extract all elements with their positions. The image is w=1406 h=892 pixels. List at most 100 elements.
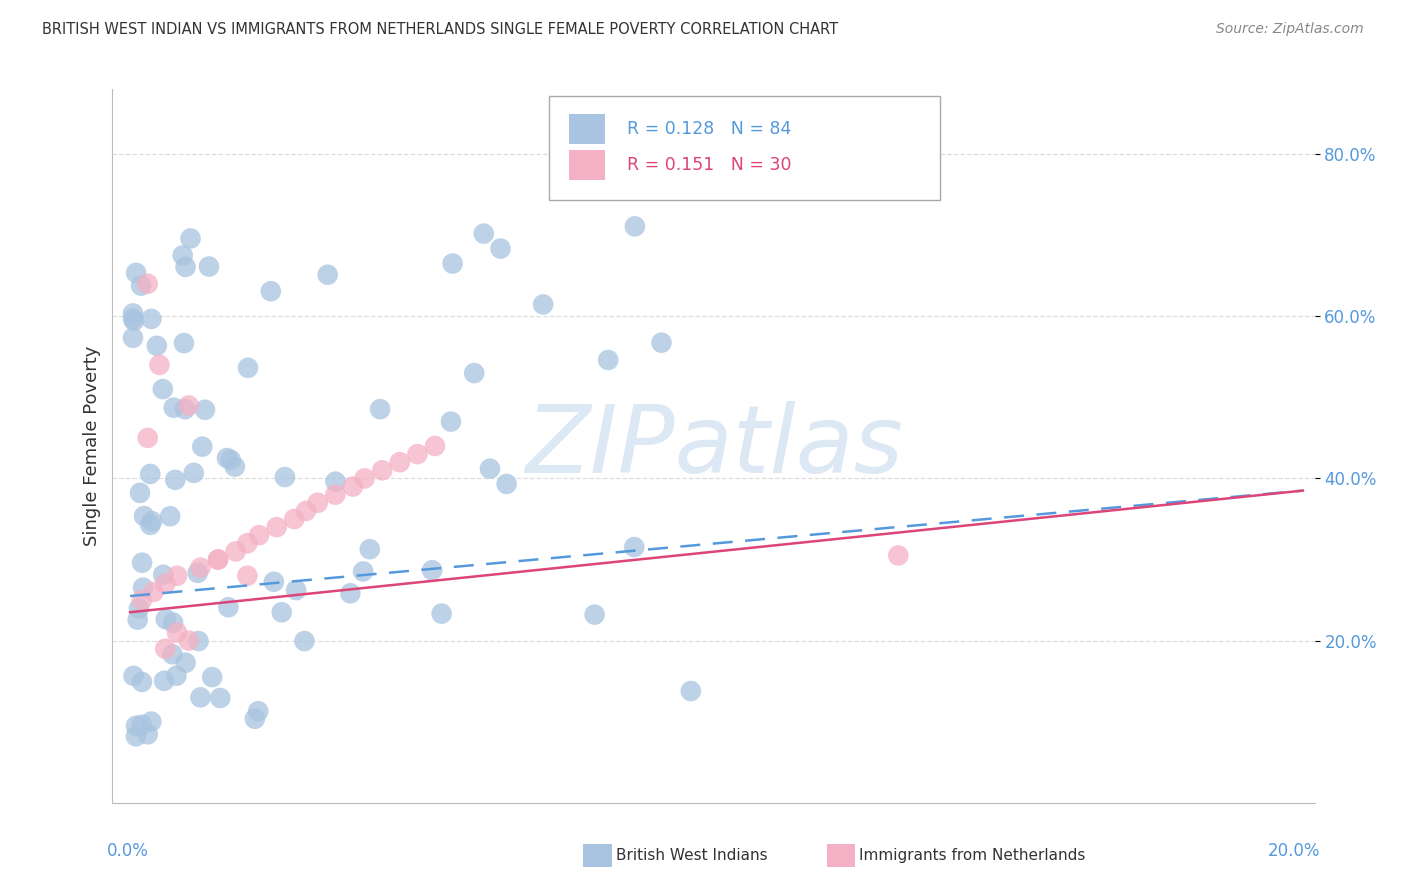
- Text: BRITISH WEST INDIAN VS IMMIGRANTS FROM NETHERLANDS SINGLE FEMALE POVERTY CORRELA: BRITISH WEST INDIAN VS IMMIGRANTS FROM N…: [42, 22, 838, 37]
- Point: [122, 306, 145, 320]
- Point: [339, 586, 361, 600]
- FancyBboxPatch shape: [569, 150, 606, 180]
- Point: [650, 335, 672, 350]
- Point: [174, 260, 197, 274]
- Point: [307, 496, 329, 510]
- Point: [583, 607, 606, 622]
- Point: [353, 471, 375, 485]
- Point: [263, 574, 285, 589]
- Point: [127, 613, 149, 627]
- Point: [679, 684, 702, 698]
- Point: [598, 353, 620, 368]
- Point: [148, 358, 170, 372]
- Point: [430, 607, 453, 621]
- Point: [260, 284, 283, 298]
- Point: [388, 455, 411, 469]
- Point: [194, 402, 217, 417]
- Point: [247, 528, 270, 542]
- Point: [217, 600, 239, 615]
- Point: [489, 242, 512, 256]
- Point: [295, 504, 318, 518]
- Text: Immigrants from Netherlands: Immigrants from Netherlands: [859, 848, 1085, 863]
- Point: [146, 339, 169, 353]
- Point: [152, 382, 174, 396]
- Text: R = 0.151   N = 30: R = 0.151 N = 30: [627, 156, 792, 174]
- Point: [131, 717, 153, 731]
- Text: ZIPatlas: ZIPatlas: [524, 401, 903, 491]
- Point: [478, 461, 501, 475]
- Point: [207, 552, 229, 566]
- Point: [165, 473, 187, 487]
- Point: [887, 549, 910, 563]
- Point: [129, 278, 152, 293]
- Point: [153, 673, 176, 688]
- Text: 0.0%: 0.0%: [107, 842, 149, 860]
- Point: [129, 486, 152, 500]
- Point: [420, 563, 443, 577]
- Point: [423, 439, 446, 453]
- Point: [368, 402, 391, 417]
- Point: [155, 641, 177, 656]
- Text: 20.0%: 20.0%: [1268, 842, 1320, 860]
- Point: [122, 311, 145, 326]
- Point: [283, 512, 305, 526]
- Point: [166, 669, 188, 683]
- Point: [162, 615, 184, 630]
- Point: [441, 256, 464, 270]
- Point: [131, 674, 153, 689]
- Point: [624, 219, 647, 234]
- Point: [285, 583, 308, 598]
- Point: [440, 415, 463, 429]
- Point: [142, 585, 165, 599]
- Point: [215, 450, 238, 465]
- Point: [623, 540, 645, 554]
- Text: Source: ZipAtlas.com: Source: ZipAtlas.com: [1216, 22, 1364, 37]
- Point: [125, 719, 148, 733]
- Point: [371, 463, 394, 477]
- Point: [316, 268, 339, 282]
- Point: [122, 331, 145, 345]
- Text: R = 0.128   N = 84: R = 0.128 N = 84: [627, 120, 792, 138]
- Point: [174, 402, 197, 417]
- Point: [236, 536, 259, 550]
- Point: [209, 690, 232, 705]
- Point: [155, 612, 177, 626]
- Point: [190, 690, 212, 705]
- Point: [139, 518, 162, 533]
- Point: [190, 560, 212, 574]
- Text: British West Indians: British West Indians: [616, 848, 768, 863]
- Point: [122, 669, 145, 683]
- Point: [136, 277, 159, 291]
- Point: [187, 634, 209, 648]
- Point: [359, 542, 381, 557]
- Point: [495, 477, 517, 491]
- Point: [177, 399, 200, 413]
- Point: [294, 634, 316, 648]
- Point: [173, 336, 195, 351]
- Point: [131, 593, 153, 607]
- Point: [463, 366, 485, 380]
- Point: [342, 479, 364, 493]
- Point: [325, 475, 347, 489]
- Point: [270, 605, 292, 619]
- Point: [177, 633, 200, 648]
- Point: [166, 568, 188, 582]
- Point: [131, 556, 153, 570]
- Point: [125, 266, 148, 280]
- Point: [243, 712, 266, 726]
- Point: [191, 440, 214, 454]
- Point: [274, 470, 297, 484]
- Point: [323, 488, 346, 502]
- Point: [352, 565, 374, 579]
- Point: [152, 567, 174, 582]
- Point: [207, 552, 229, 566]
- Point: [172, 248, 194, 262]
- Point: [247, 704, 270, 718]
- Point: [141, 311, 163, 326]
- Point: [141, 714, 163, 729]
- Point: [155, 577, 177, 591]
- Point: [201, 670, 224, 684]
- Point: [472, 227, 495, 241]
- Point: [163, 401, 186, 415]
- Point: [122, 314, 145, 328]
